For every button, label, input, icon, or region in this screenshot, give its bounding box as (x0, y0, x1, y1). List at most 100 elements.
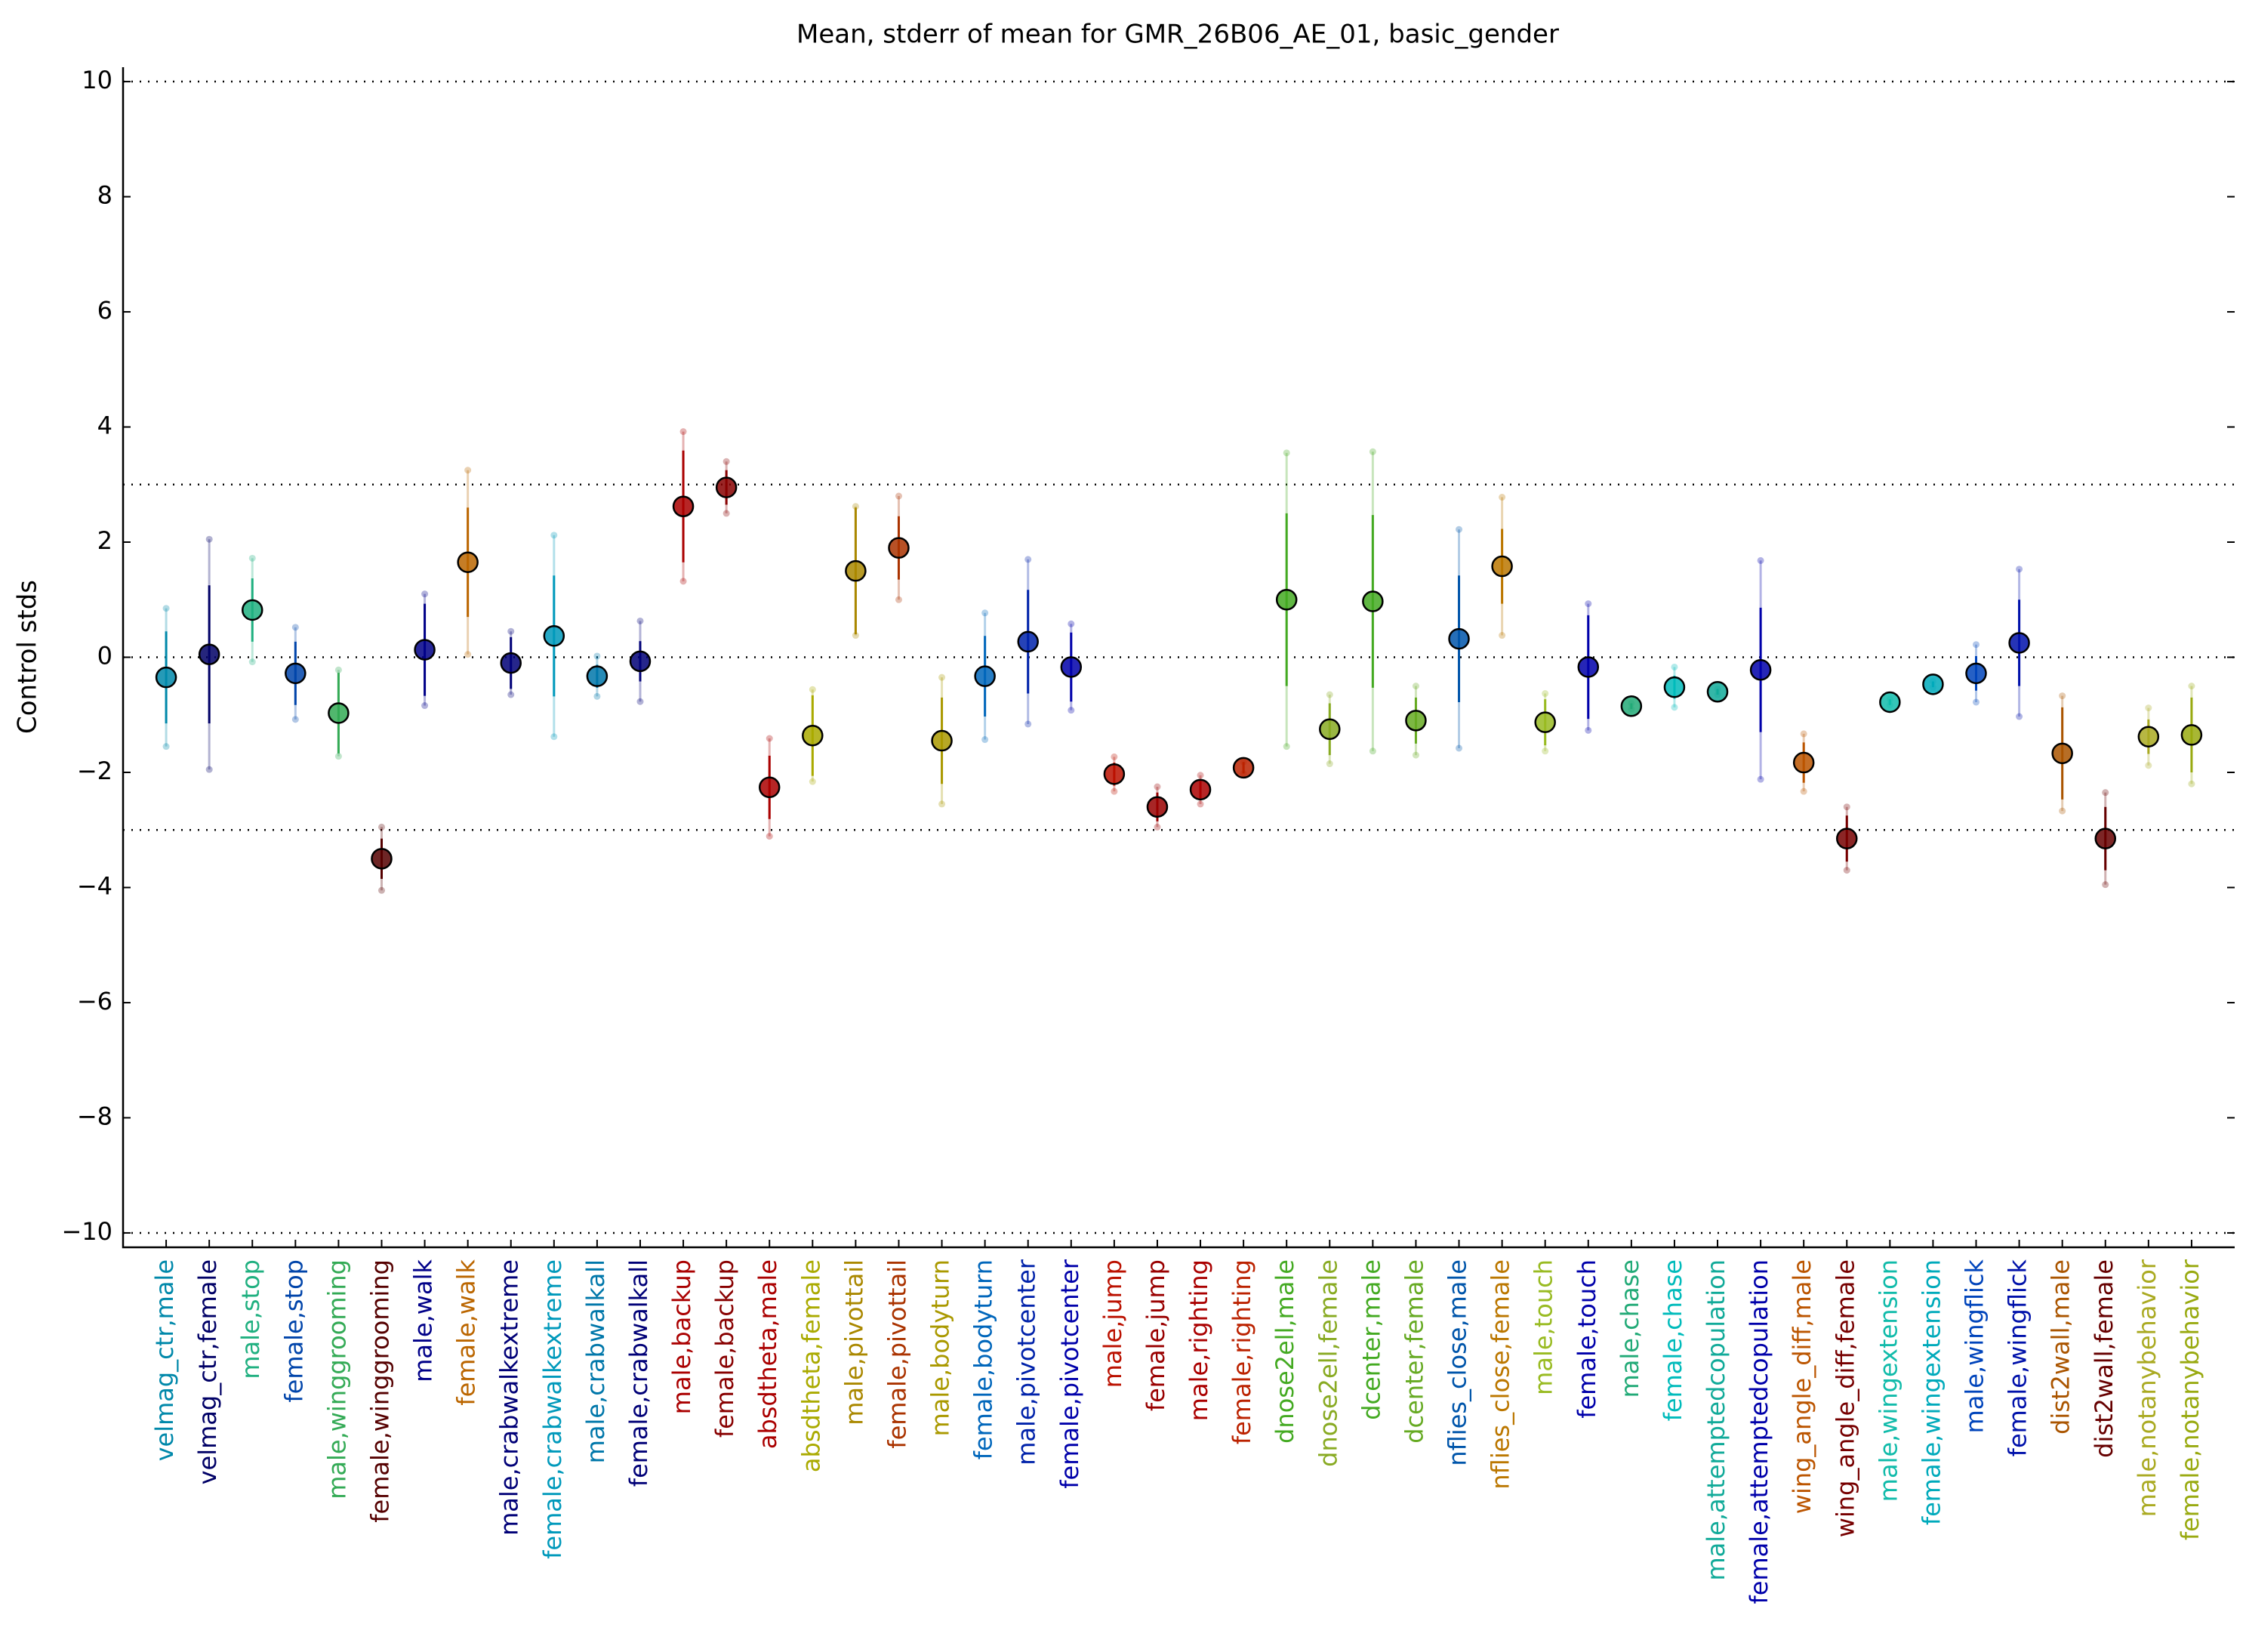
x-tick-label: female,touch (1573, 1259, 1601, 1419)
std-end (1671, 704, 1678, 711)
std-end (636, 698, 644, 705)
std-end (464, 467, 472, 474)
y-tick-label: 4 (97, 411, 112, 440)
x-tick-label: male,attemptedcopulation (1702, 1259, 1730, 1581)
y-tick-label: −6 (77, 987, 112, 1016)
x-tick-label: male,righting (1185, 1259, 1213, 1421)
mean-marker (845, 559, 867, 582)
x-tick-label: male,wingextension (1874, 1259, 1902, 1502)
std-end (507, 691, 515, 698)
std-end (1412, 751, 1419, 759)
mean-marker (1792, 751, 1815, 774)
mean-marker (1319, 718, 1341, 741)
x-tick-label: velmag_ctr,female (193, 1259, 222, 1484)
std-end (766, 833, 773, 840)
std-end (722, 458, 730, 465)
x-tick-label: female,crabwalkall (624, 1259, 653, 1487)
mean-marker (1405, 710, 1427, 732)
std-end (1757, 775, 1764, 783)
std-end (550, 532, 558, 539)
std-end (248, 554, 256, 562)
std-end (464, 651, 472, 658)
std-end (1843, 867, 1850, 874)
x-tick-label: wing_angle_diff,female (1831, 1259, 1859, 1537)
mean-marker (888, 537, 910, 559)
std-end (895, 492, 902, 500)
y-tick-label: −2 (77, 757, 112, 785)
y-tick-label: 0 (97, 642, 112, 670)
x-tick-label: nflies_close,male (1443, 1259, 1472, 1466)
y-tick-label: −10 (61, 1217, 112, 1246)
x-tick-label: female,backup (710, 1259, 739, 1438)
mean-marker (1232, 757, 1255, 779)
x-tick-label: female,attemptedcopulation (1745, 1259, 1773, 1604)
x-tick-label: velmag_ctr,male (150, 1259, 179, 1461)
std-end (1283, 743, 1290, 750)
std-end (1456, 525, 1463, 533)
mean-marker (1749, 659, 1772, 681)
x-tick-label: female,righting (1228, 1259, 1256, 1444)
mean-marker (931, 729, 953, 752)
std-end (852, 503, 859, 510)
x-tick-label: female,stop (279, 1259, 308, 1403)
x-tick-label: male,winggrooming (322, 1259, 351, 1499)
std-end (1024, 556, 1032, 563)
mean-marker (414, 639, 436, 661)
x-tick-label: male,crabwalkextreme (495, 1259, 524, 1536)
mean-marker (1146, 796, 1169, 818)
x-tick-label: male,pivotcenter (1012, 1259, 1041, 1466)
std-end (809, 778, 816, 785)
mean-marker (1922, 673, 1944, 695)
mean-marker (974, 665, 996, 687)
std-end (291, 624, 299, 631)
std-end (593, 692, 601, 700)
std-end (2102, 789, 2109, 797)
std-end (1585, 726, 1592, 734)
x-tick-label: male,touch (1530, 1259, 1558, 1395)
y-axis-label: Control stds (13, 580, 43, 734)
mean-marker (457, 551, 479, 573)
x-tick-label: male,crabwalkall (581, 1259, 610, 1463)
y-tick-label: 8 (97, 181, 112, 210)
std-end (1197, 800, 1204, 808)
y-tick-label: 10 (82, 66, 112, 94)
x-tick-label: female,wingflick (2004, 1259, 2032, 1457)
std-end (1111, 787, 1118, 795)
std-end (248, 658, 256, 666)
x-tick-label: wing_angle_diff,male (1788, 1259, 1816, 1514)
x-tick-label: absdtheta,male (753, 1259, 782, 1449)
mean-marker (1879, 691, 1901, 714)
x-tick-label: female,wingextension (1917, 1259, 1946, 1525)
std-end (205, 766, 213, 773)
std-end (1111, 753, 1118, 760)
mean-marker (1060, 656, 1083, 678)
std-end (2016, 713, 2023, 720)
std-end (1197, 772, 1204, 779)
mean-marker (241, 599, 263, 621)
std-end (2188, 780, 2195, 787)
std-end (938, 800, 946, 808)
x-tick-label: female,winggrooming (365, 1259, 394, 1523)
x-tick-label: female,crabwalkextreme (538, 1259, 567, 1559)
x-tick-label: male,notanybehavior (2133, 1259, 2161, 1517)
std-end (981, 736, 989, 744)
std-end (421, 702, 429, 710)
mean-marker (371, 848, 393, 870)
x-tick-label: female,chase (1659, 1259, 1687, 1421)
mean-marker (1491, 555, 1513, 578)
x-tick-label: male,walk (409, 1259, 438, 1382)
std-end (1973, 641, 1980, 649)
x-tick-label: dnose2ell,female (1314, 1259, 1342, 1467)
std-end (1585, 600, 1592, 608)
std-end (2102, 881, 2109, 889)
std-end (1412, 683, 1419, 690)
mean-marker (1620, 695, 1643, 717)
mean-marker (1706, 680, 1729, 703)
x-tick-label: male,backup (667, 1259, 696, 1414)
mean-marker (1965, 662, 1987, 685)
mean-marker (198, 643, 220, 665)
std-end (1542, 690, 1549, 698)
std-end (2059, 807, 2066, 815)
std-end (766, 735, 773, 742)
